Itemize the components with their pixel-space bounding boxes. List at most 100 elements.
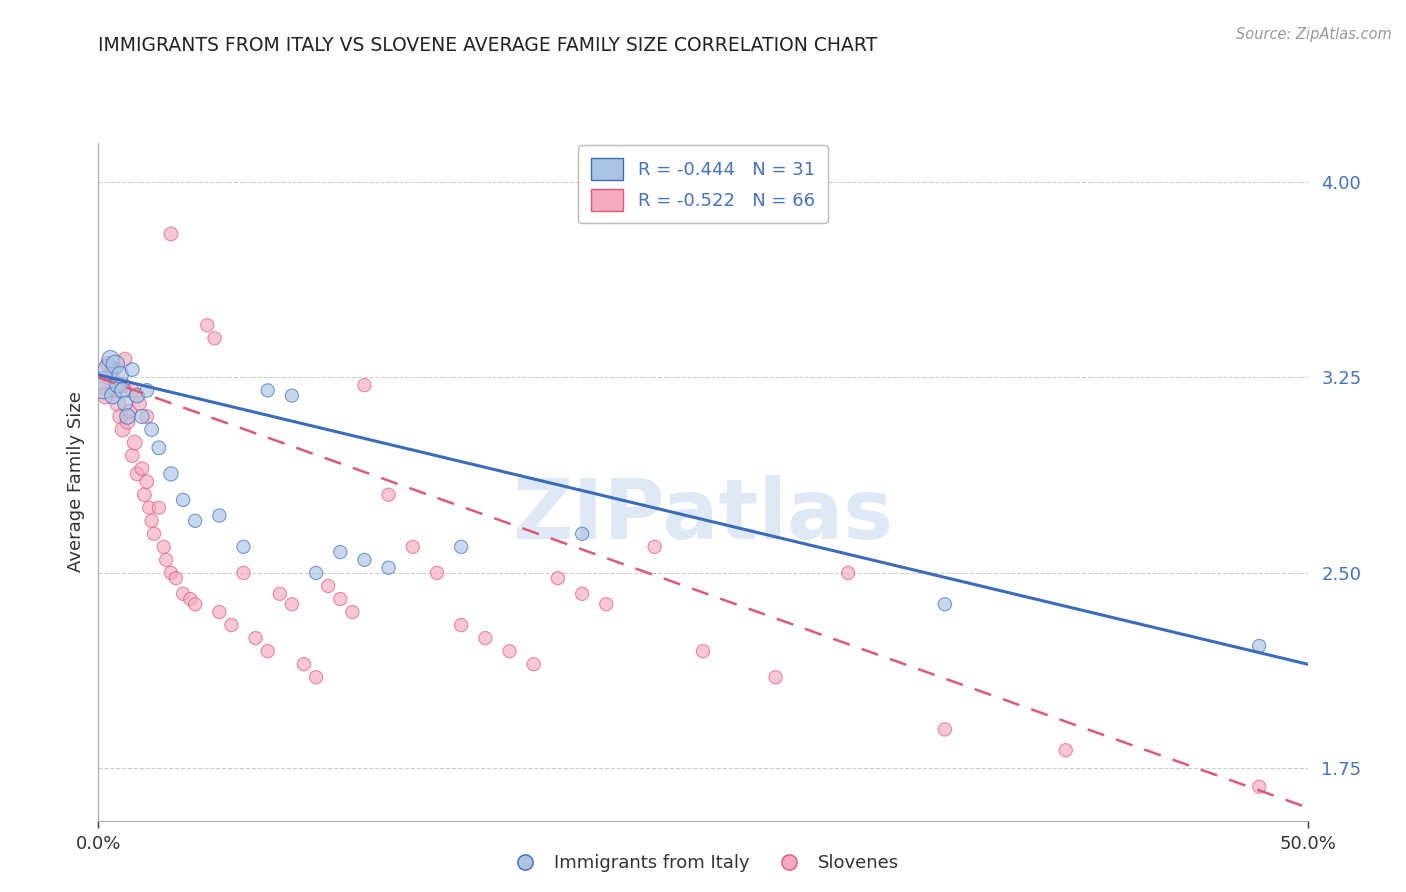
- Point: [107, 378, 129, 392]
- Point: [179, 592, 201, 607]
- Point: [644, 540, 666, 554]
- Point: [377, 488, 399, 502]
- Point: [117, 409, 139, 424]
- Point: [141, 514, 163, 528]
- Point: [117, 415, 139, 429]
- Point: [101, 362, 124, 376]
- Point: [128, 396, 150, 410]
- Point: [127, 467, 149, 481]
- Point: [245, 631, 267, 645]
- Point: [121, 362, 143, 376]
- Point: [100, 352, 122, 367]
- Point: [208, 605, 231, 619]
- Point: [160, 467, 183, 481]
- Point: [134, 488, 156, 502]
- Point: [765, 670, 787, 684]
- Point: [172, 492, 194, 507]
- Point: [204, 331, 226, 345]
- Point: [97, 357, 120, 371]
- Point: [104, 384, 127, 398]
- Point: [114, 396, 136, 410]
- Point: [127, 389, 149, 403]
- Point: [124, 435, 146, 450]
- Point: [595, 597, 617, 611]
- Point: [292, 657, 315, 672]
- Point: [100, 370, 122, 384]
- Point: [184, 597, 207, 611]
- Point: [208, 508, 231, 523]
- Point: [160, 227, 183, 241]
- Point: [101, 389, 124, 403]
- Point: [256, 384, 278, 398]
- Point: [195, 318, 218, 333]
- Legend: Immigrants from Italy, Slovenes: Immigrants from Italy, Slovenes: [499, 847, 907, 880]
- Text: IMMIGRANTS FROM ITALY VS SLOVENE AVERAGE FAMILY SIZE CORRELATION CHART: IMMIGRANTS FROM ITALY VS SLOVENE AVERAGE…: [98, 36, 877, 54]
- Y-axis label: Average Family Size: Average Family Size: [66, 392, 84, 572]
- Point: [107, 396, 129, 410]
- Point: [148, 500, 170, 515]
- Point: [426, 566, 449, 580]
- Point: [498, 644, 520, 658]
- Point: [135, 384, 157, 398]
- Point: [353, 378, 375, 392]
- Point: [329, 545, 352, 559]
- Point: [571, 587, 593, 601]
- Point: [135, 409, 157, 424]
- Point: [172, 587, 194, 601]
- Point: [160, 566, 183, 580]
- Point: [281, 389, 304, 403]
- Point: [450, 540, 472, 554]
- Point: [104, 357, 127, 371]
- Point: [934, 723, 956, 737]
- Point: [305, 566, 328, 580]
- Point: [316, 579, 339, 593]
- Point: [111, 423, 134, 437]
- Point: [353, 553, 375, 567]
- Point: [138, 500, 160, 515]
- Text: ZIPatlas: ZIPatlas: [513, 475, 893, 556]
- Point: [692, 644, 714, 658]
- Point: [1054, 743, 1077, 757]
- Point: [152, 540, 174, 554]
- Text: Source: ZipAtlas.com: Source: ZipAtlas.com: [1236, 27, 1392, 42]
- Point: [232, 540, 254, 554]
- Point: [121, 449, 143, 463]
- Point: [837, 566, 859, 580]
- Point: [232, 566, 254, 580]
- Point: [269, 587, 291, 601]
- Point: [141, 423, 163, 437]
- Point: [281, 597, 304, 611]
- Point: [523, 657, 546, 672]
- Point: [450, 618, 472, 632]
- Point: [402, 540, 425, 554]
- Point: [143, 526, 166, 541]
- Point: [97, 362, 120, 376]
- Point: [256, 644, 278, 658]
- Point: [108, 409, 131, 424]
- Point: [342, 605, 364, 619]
- Point: [91, 378, 114, 392]
- Point: [111, 384, 134, 398]
- Point: [474, 631, 496, 645]
- Point: [305, 670, 328, 684]
- Point: [148, 441, 170, 455]
- Point: [1249, 780, 1271, 794]
- Point: [155, 553, 177, 567]
- Point: [114, 352, 136, 367]
- Point: [165, 571, 187, 585]
- Point: [111, 378, 134, 392]
- Point: [377, 560, 399, 574]
- Point: [121, 384, 143, 398]
- Point: [221, 618, 243, 632]
- Point: [118, 404, 141, 418]
- Point: [91, 378, 114, 392]
- Point: [571, 526, 593, 541]
- Point: [184, 514, 207, 528]
- Point: [135, 475, 157, 489]
- Point: [131, 409, 153, 424]
- Point: [131, 461, 153, 475]
- Point: [547, 571, 569, 585]
- Point: [108, 368, 131, 382]
- Point: [1249, 639, 1271, 653]
- Point: [934, 597, 956, 611]
